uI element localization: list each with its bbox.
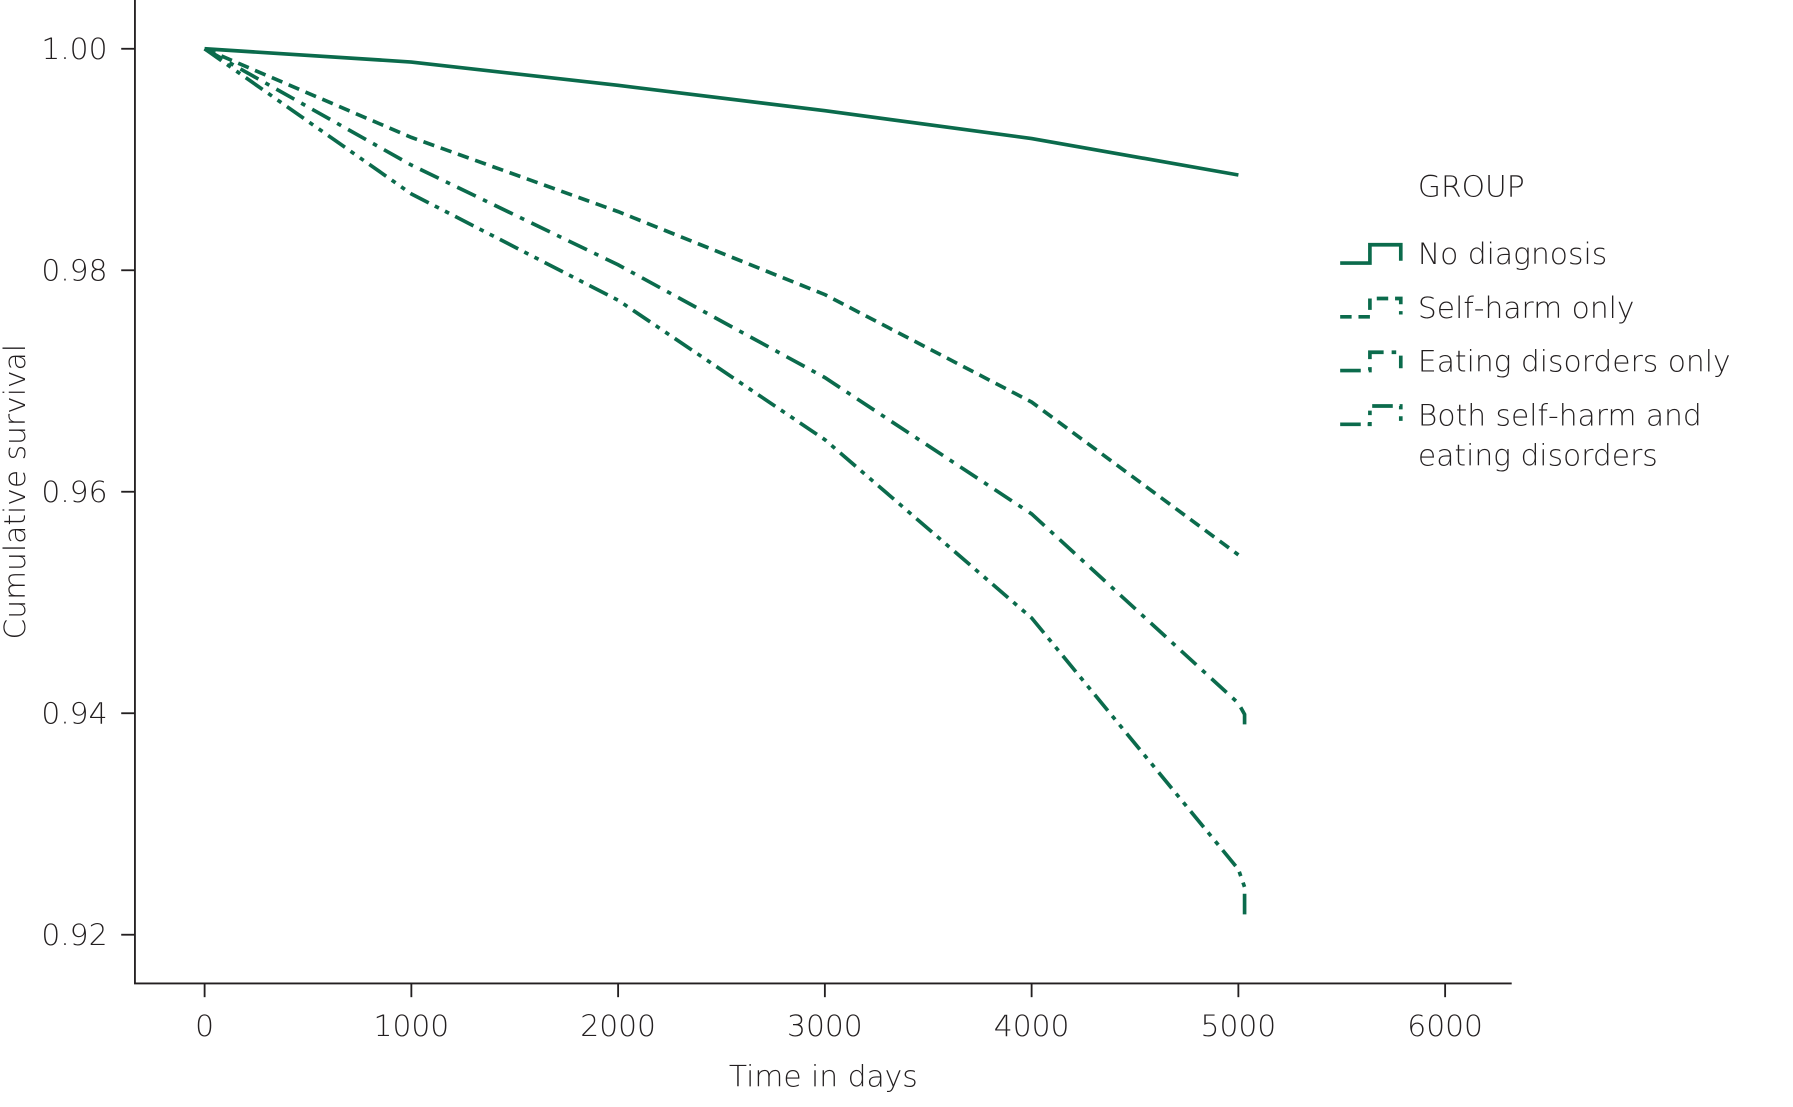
y-tick-label: 0.98 <box>41 254 107 289</box>
x-tick-label: 4000 <box>994 1009 1070 1044</box>
legend-label: Self-harm only <box>1418 291 1635 326</box>
legend-label: No diagnosis <box>1418 237 1607 272</box>
legend-title: GROUP <box>1418 170 1525 205</box>
axis-line <box>134 0 1512 985</box>
y-tick-label: 1.00 <box>41 32 107 67</box>
y-axis-label: Cumulative survival <box>0 344 33 640</box>
x-tick-label: 1000 <box>374 1009 450 1044</box>
legend-swatch <box>1340 296 1403 319</box>
y-tick-label: 0.96 <box>41 475 107 510</box>
y-tick-label: 0.92 <box>41 918 107 953</box>
y-tick-label: 0.94 <box>41 697 107 732</box>
x-tick-label: 0 <box>195 1009 214 1044</box>
legend-swatch <box>1340 242 1403 265</box>
x-tick-label: 3000 <box>787 1009 863 1044</box>
legend-swatch <box>1340 350 1403 373</box>
legend-label: Eating disorders only <box>1418 345 1731 380</box>
legend-label: Both self-harm and eating disorders <box>1418 398 1711 473</box>
x-axis-label: Time in days <box>729 1059 918 1094</box>
x-tick-label: 5000 <box>1201 1009 1277 1044</box>
legend-swatch <box>1340 404 1403 427</box>
series-line <box>203 47 1240 557</box>
series-line <box>203 47 1247 725</box>
x-tick-label: 2000 <box>580 1009 656 1044</box>
x-tick-label: 6000 <box>1407 1009 1483 1044</box>
series-line <box>204 46 1239 177</box>
series-line <box>203 47 1247 915</box>
